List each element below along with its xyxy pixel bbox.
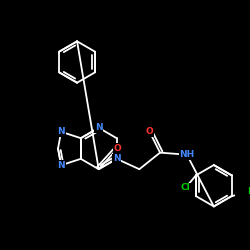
Text: N: N <box>57 161 65 170</box>
Text: Cl: Cl <box>181 183 190 192</box>
Text: NH: NH <box>179 150 194 159</box>
Text: N: N <box>95 123 102 132</box>
Text: O: O <box>146 128 154 136</box>
Text: O: O <box>114 144 122 153</box>
Text: F: F <box>247 188 250 196</box>
Text: N: N <box>57 127 65 136</box>
Text: N: N <box>113 154 120 163</box>
